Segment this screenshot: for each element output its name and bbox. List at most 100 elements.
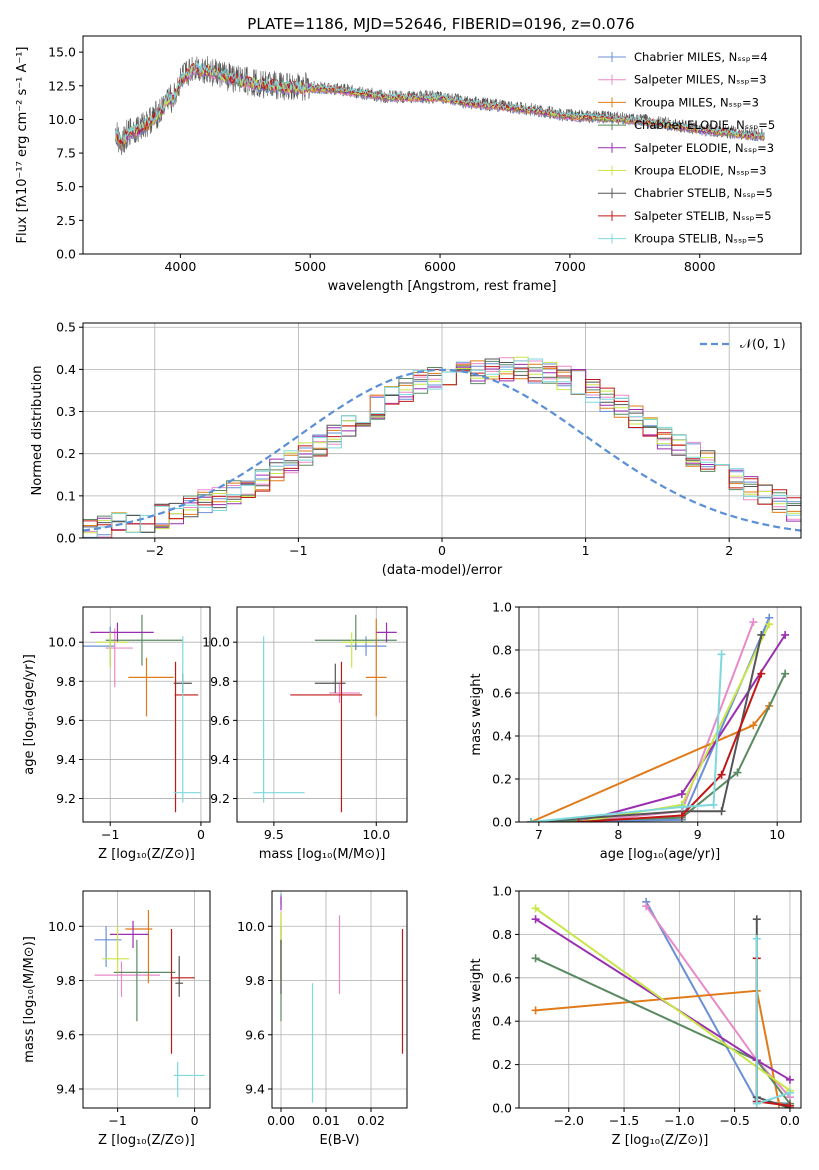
x-tick-label: 8	[614, 827, 622, 842]
weight-vs-age-panel-plot-area	[526, 613, 790, 822]
x-axis-label: E(B-V)	[319, 1133, 359, 1148]
legend-entry: Kroupa STELIB, Nₛₛₚ=5	[634, 232, 764, 246]
age-vs-z-panel: −1 0 9.2 9.4 9.6 9.8 10.0 Z [log₁₀(Z/Z⊙)] age [l…	[22, 606, 211, 862]
y-tick-label: 0.2	[56, 446, 76, 461]
error-point	[173, 1061, 205, 1098]
spectrum-line	[115, 62, 765, 142]
weight-vs-age-panel-frame: 7 8 9 10 0.0 0.2 0.4 0.6 0.8 1.0 age [log₁₀(age/yr…	[469, 600, 802, 862]
weight-marker	[785, 1075, 794, 1084]
error-point	[174, 661, 199, 813]
y-tick-label: 9.8	[56, 674, 76, 689]
error-point	[376, 622, 397, 643]
weight-vs-z-panel-frame: −2.0 −1.5 −1.0 −0.5 0.0 0.0 0.2 0.4 0.6 0.8 1.0 Z […	[469, 884, 802, 1148]
legend-entry: Salpeter ELODIE, Nₛₛₚ=3	[634, 141, 774, 155]
x-tick-label: 5000	[294, 259, 326, 274]
y-tick-label: 10.0	[202, 635, 230, 650]
histogram-step	[83, 358, 801, 538]
y-tick-label: 9.8	[210, 674, 230, 689]
weight-line	[578, 673, 763, 822]
y-tick-label: 0.0	[56, 247, 76, 262]
weight-line	[535, 907, 791, 1092]
y-tick-label: 9.8	[56, 973, 76, 988]
weight-line	[530, 654, 723, 822]
error-point	[125, 909, 153, 984]
x-tick-label: 0.01	[312, 1113, 340, 1128]
y-tick-label: 0.6	[492, 686, 512, 701]
y-tick-label: 0.6	[492, 970, 512, 985]
x-axis-label: (data-model)/error	[382, 563, 503, 578]
legend-entry: Salpeter MILES, Nₛₛₚ=3	[634, 73, 767, 87]
age-vs-z-panel-plot-area	[83, 614, 201, 813]
weight-marker	[717, 650, 726, 659]
x-tick-label: 2	[725, 543, 733, 558]
y-tick-label: 7.5	[56, 146, 76, 161]
error-point	[105, 614, 183, 666]
y-axis-label: age [log₁₀(age/yr)]	[22, 654, 37, 775]
y-tick-label: 2.5	[56, 213, 76, 228]
y-tick-label: 0.4	[492, 1014, 512, 1029]
y-axis-label: mass weight	[469, 958, 484, 1040]
error-point	[329, 683, 360, 703]
x-tick-label: 0.00	[267, 1113, 295, 1128]
y-tick-label: 0.1	[56, 488, 76, 503]
weight-marker	[717, 807, 726, 816]
y-tick-label: 9.2	[210, 791, 230, 806]
weight-vs-age-panel-border	[518, 606, 802, 823]
y-tick-label: 9.6	[56, 713, 76, 728]
normal-curve	[83, 368, 801, 532]
y-tick-label: 0.0	[492, 815, 512, 830]
weight-line	[530, 617, 771, 822]
error-point	[102, 926, 130, 973]
x-tick-label: −2.0	[554, 1113, 584, 1128]
age-vs-mass-panel: 9.5 10.0 9.2 9.4 9.6 9.8 10.0 mass [log₁₀(M/M⊙)…	[202, 606, 408, 862]
weight-marker	[733, 768, 742, 777]
legend-entry: Kroupa ELODIE, Nₛₛₚ=3	[634, 164, 767, 178]
weight-line	[645, 905, 791, 1098]
mass-vs-z-panel-plot-area	[94, 909, 205, 1098]
legend-entry: Salpeter STELIB, Nₛₛₚ=5	[634, 209, 772, 223]
weight-marker	[526, 818, 535, 822]
weight-marker	[785, 1088, 794, 1097]
weight-marker	[749, 721, 758, 730]
age-vs-z-panel-border	[82, 606, 211, 823]
weight-marker	[757, 669, 766, 678]
x-axis-label: Z [log₁₀(Z/Z⊙)]	[98, 847, 195, 862]
error-point	[253, 636, 305, 803]
y-tick-label: 9.6	[56, 1027, 76, 1042]
figure-title: PLATE=1186, MJD=52646, FIBERID=0196, z=0…	[247, 15, 634, 33]
mass-vs-ebv-panel-plot-area	[280, 893, 404, 1103]
y-tick-label: 10.0	[48, 112, 76, 127]
mass-vs-ebv-panel-border	[271, 890, 408, 1109]
legend-entry: Kroupa MILES, Nₛₛₚ=3	[634, 95, 759, 109]
legend-entry: 𝒩(0, 1)	[740, 336, 786, 351]
weight-marker	[781, 669, 790, 678]
weight-marker	[531, 1006, 540, 1015]
legend-entry: Chabrier ELODIE, Nₛₛₚ=5	[634, 118, 775, 132]
weight-marker	[752, 915, 761, 924]
mass-vs-z-panel-border	[82, 890, 211, 1109]
y-tick-label: 9.2	[56, 791, 76, 806]
x-tick-label: −0.5	[719, 1113, 749, 1128]
x-tick-label: 0	[197, 827, 205, 842]
mass-vs-z-panel-frame: −1 0 9.4 9.6 9.8 10.0 Z [log₁₀(Z/Z⊙)] mass [log…	[22, 890, 211, 1148]
error-point	[175, 956, 184, 997]
error-point	[113, 939, 176, 1022]
error-point	[90, 622, 154, 643]
error-point	[94, 961, 160, 997]
weight-marker	[677, 790, 686, 799]
x-tick-label: −1	[101, 827, 119, 842]
x-tick-label: −1.5	[609, 1113, 639, 1128]
y-tick-label: 0.4	[492, 729, 512, 744]
x-axis-label: age [log₁₀(age/yr)]	[600, 847, 721, 862]
x-axis-label: mass [log₁₀(M/M⊙)]	[259, 847, 386, 862]
spectrum-panel: 4000 5000 6000 7000 8000 0.0 2.5 5.0 7.5 10.0 12.5…	[15, 35, 802, 294]
y-tick-label: 9.6	[210, 713, 230, 728]
x-axis-label: Z [log₁₀(Z/Z⊙)]	[612, 1133, 709, 1148]
spectrum-legend: Chabrier MILES, Nₛₛₚ=4 Salpeter MILES, Nₛ…	[598, 50, 775, 246]
weight-vs-z-panel-plot-area	[531, 897, 794, 1108]
weight-line	[535, 957, 791, 1105]
error-point	[128, 657, 174, 717]
weight-line	[530, 705, 770, 822]
mass-vs-ebv-panel: 0.00 0.01 0.02 9.4 9.6 9.8 10.0 E(B-V)	[237, 890, 408, 1148]
